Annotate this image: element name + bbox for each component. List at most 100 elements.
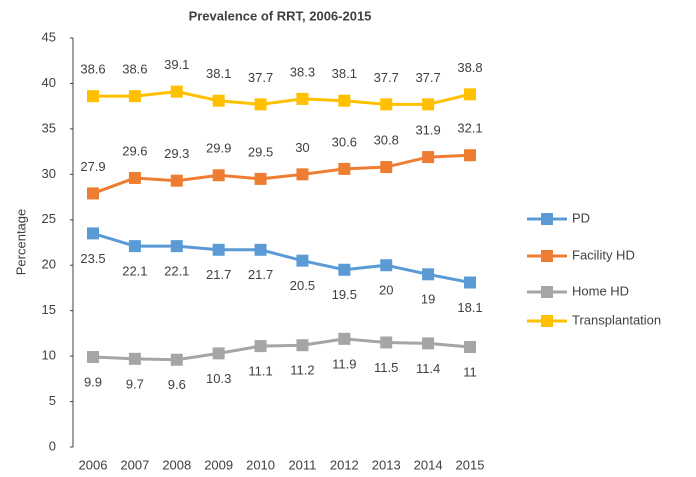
data-label: 22.1 <box>122 264 147 279</box>
data-label: 9.9 <box>84 374 102 389</box>
data-label: 30.8 <box>374 132 399 147</box>
data-label: 29.3 <box>164 146 189 161</box>
point-marker <box>212 347 225 360</box>
point-marker <box>338 94 351 107</box>
data-label: 21.7 <box>206 267 231 282</box>
data-label: 38.6 <box>122 62 147 77</box>
data-label: 11.9 <box>332 356 356 371</box>
data-label: 37.7 <box>415 70 440 85</box>
y-tick-label: 45 <box>42 29 56 44</box>
data-label: 38.3 <box>290 64 315 79</box>
data-label: 31.9 <box>415 123 440 138</box>
legend-label: Home HD <box>572 283 629 298</box>
point-marker <box>296 254 309 267</box>
x-tick-label: 2008 <box>162 457 191 472</box>
point-marker <box>212 94 225 107</box>
data-label: 19 <box>421 292 435 307</box>
data-label: 37.7 <box>248 70 273 85</box>
data-label: 38.6 <box>80 62 105 77</box>
data-label: 20 <box>379 283 393 298</box>
point-marker <box>464 88 476 101</box>
point-marker <box>338 263 351 276</box>
y-axis-label: Percentage <box>13 209 28 276</box>
data-label: 38.1 <box>206 66 231 81</box>
x-tick-label: 2006 <box>79 457 108 472</box>
legend-marker <box>541 286 553 298</box>
data-label: 20.5 <box>290 278 315 293</box>
data-label: 32.1 <box>457 121 482 136</box>
series-line <box>92 337 471 362</box>
data-label: 11.2 <box>290 363 314 378</box>
data-label: 11.5 <box>374 360 398 375</box>
data-label: 19.5 <box>332 287 357 302</box>
legend-label: Transplantation <box>572 312 661 327</box>
point-marker <box>380 161 393 174</box>
point-marker <box>254 243 267 256</box>
y-tick-label: 40 <box>42 75 56 90</box>
x-tick-label: 2009 <box>204 457 233 472</box>
point-marker <box>338 162 351 175</box>
point-marker <box>87 187 99 200</box>
data-label: 11 <box>463 364 477 379</box>
data-label: 11.4 <box>416 361 440 376</box>
y-tick-label: 25 <box>42 211 56 226</box>
point-marker <box>338 332 351 345</box>
point-marker <box>464 276 476 289</box>
x-tick-label: 2007 <box>120 457 149 472</box>
y-tick-label: 35 <box>42 120 56 135</box>
point-marker <box>212 169 225 182</box>
data-label: 9.7 <box>126 376 144 391</box>
data-label: 11.1 <box>248 364 272 379</box>
x-tick-label: 2011 <box>288 457 316 472</box>
point-marker <box>464 149 476 162</box>
data-label: 29.5 <box>248 144 273 159</box>
data-label: 38.8 <box>457 60 482 75</box>
x-tick-label: 2014 <box>414 457 443 472</box>
point-marker <box>128 240 141 253</box>
point-marker <box>87 351 99 364</box>
point-marker <box>212 243 225 256</box>
x-tick-label: 2010 <box>246 457 275 472</box>
point-marker <box>170 174 183 187</box>
data-label: 29.9 <box>206 141 231 156</box>
legend-marker <box>541 315 553 327</box>
point-marker <box>254 172 267 185</box>
y-tick-label: 0 <box>49 438 56 453</box>
data-label: 10.3 <box>206 371 231 386</box>
data-label: 39.1 <box>164 57 189 72</box>
data-label: 30 <box>295 140 309 155</box>
series-line <box>92 231 471 284</box>
point-marker <box>296 92 309 105</box>
y-tick-label: 10 <box>42 348 56 363</box>
point-marker <box>128 90 141 103</box>
x-tick-label: 2015 <box>456 457 485 472</box>
point-marker <box>422 268 435 281</box>
point-marker <box>296 168 309 181</box>
point-marker <box>422 98 435 111</box>
chart-title: Prevalence of RRT, 2006-2015 <box>189 8 372 23</box>
point-marker <box>254 98 267 111</box>
point-marker <box>380 98 393 111</box>
x-tick-label: 2013 <box>372 457 401 472</box>
point-marker <box>254 340 267 353</box>
point-marker <box>464 341 476 354</box>
y-tick-label: 15 <box>42 302 56 317</box>
point-marker <box>128 352 141 365</box>
point-marker <box>380 336 393 349</box>
data-label: 38.1 <box>332 66 357 81</box>
point-marker <box>422 151 435 164</box>
data-label: 9.6 <box>168 377 186 392</box>
point-marker <box>170 353 183 366</box>
legend-marker <box>541 250 553 262</box>
data-label: 18.1 <box>457 300 482 315</box>
data-label: 30.6 <box>332 134 357 149</box>
series-line <box>92 153 471 195</box>
legend-label: Facility HD <box>572 247 635 262</box>
point-marker <box>87 227 99 240</box>
y-tick-label: 5 <box>49 393 56 408</box>
point-marker <box>170 240 183 253</box>
y-tick-label: 30 <box>42 166 56 181</box>
legend-marker <box>541 213 553 225</box>
data-label: 27.9 <box>80 159 105 174</box>
